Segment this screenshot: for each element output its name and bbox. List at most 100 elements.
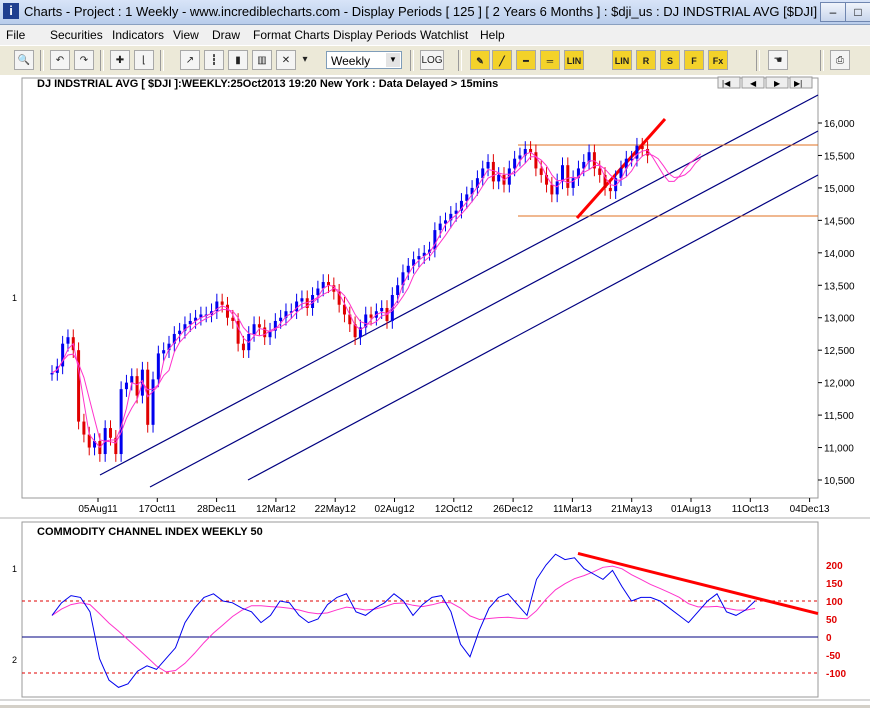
chevron-down-icon[interactable]: ▾ <box>302 54 308 65</box>
draw-pencil-icon[interactable]: ✎ <box>470 50 490 70</box>
price-candle-body <box>640 145 644 149</box>
price-chart-svg[interactable]: DJ INDSTRIAL AVG [ $DJI ]:WEEKLY:25Oct20… <box>0 75 870 705</box>
support-button[interactable]: S <box>660 50 680 70</box>
minimize-button[interactable]: – <box>820 2 846 22</box>
cci-trendline <box>577 552 819 616</box>
price-candle-body <box>396 285 400 296</box>
bracket-icon[interactable]: ⌊ <box>134 50 154 70</box>
chevron-down-icon[interactable]: ▼ <box>386 53 400 67</box>
nav-next-button[interactable]: ▶ <box>774 79 781 88</box>
price-candle-body <box>295 301 299 312</box>
price-candle-body <box>172 333 176 344</box>
price-candle-body <box>300 298 304 302</box>
log-scale-icon[interactable]: LOG <box>420 50 444 70</box>
trendline-icon[interactable]: ╱ <box>492 50 512 70</box>
menu-help[interactable]: Help <box>480 28 505 42</box>
price-candle-body <box>619 168 623 179</box>
price-candle-body <box>194 317 198 321</box>
date-tick-label: 02Aug12 <box>374 504 414 515</box>
nav-first-button[interactable]: |◀ <box>722 79 731 88</box>
cci-tick-label: 150 <box>826 579 843 590</box>
price-candle-body <box>119 389 123 455</box>
menu-display-periods[interactable]: Display Periods <box>333 28 417 42</box>
cci-line <box>51 553 756 688</box>
nav-last-button[interactable]: ▶| <box>794 79 802 88</box>
price-candle-body <box>257 324 261 328</box>
menu-securities[interactable]: Securities <box>50 28 103 42</box>
price-candle-body <box>470 187 474 195</box>
menu-file[interactable]: File <box>6 28 26 42</box>
menu-view[interactable]: View <box>173 28 199 42</box>
cci-tick-label: -50 <box>826 651 841 662</box>
redo-icon[interactable]: ↷ <box>74 50 94 70</box>
price-candle-body <box>380 307 384 312</box>
lin-channel-button[interactable]: LIN <box>612 50 632 70</box>
price-candle-body <box>369 314 373 318</box>
line-chart-icon[interactable]: ↗ <box>180 50 200 70</box>
date-tick-label: 11Mar13 <box>553 504 592 515</box>
price-tick-label: 11,500 <box>824 411 854 422</box>
menu-watchlist[interactable]: Watchlist <box>420 28 469 42</box>
date-tick-label: 17Oct11 <box>139 504 176 515</box>
menu-draw[interactable]: Draw <box>212 28 241 42</box>
price-candle-body <box>316 288 320 296</box>
menu-indicators[interactable]: Indicators <box>112 28 165 42</box>
fibonacci-ext-button[interactable]: Fx <box>708 50 728 70</box>
point-figure-icon[interactable]: ✕ <box>276 50 296 70</box>
crosshair-icon[interactable]: ✚ <box>110 50 130 70</box>
price-candle-body <box>603 174 607 188</box>
price-candle-body <box>151 379 155 425</box>
resistance-button[interactable]: R <box>636 50 656 70</box>
parallel-lines-icon[interactable]: ═ <box>540 50 560 70</box>
hand-icon[interactable]: ☚ <box>768 50 788 70</box>
volume-chart-icon[interactable]: ▥ <box>252 50 272 70</box>
nav-prev-button[interactable]: ◀ <box>750 79 757 88</box>
period-select[interactable]: Weekly ▼ <box>326 51 402 69</box>
price-candle-body <box>263 327 267 338</box>
price-candle-body <box>523 148 527 156</box>
price-candle-body <box>124 382 128 390</box>
title-bar: i Charts - Project : 1 Weekly - www.incr… <box>0 0 870 25</box>
price-ma-slow <box>51 152 702 444</box>
cci-tick-label: 200 <box>826 561 843 572</box>
toolbar: 🔍 ↶ ↷ ✚ ⌊ ↗ ┇ ▮ ▥ ✕ ▾ Weekly ▼ LOG ✎ ╱ ━… <box>0 45 870 76</box>
candlestick-icon[interactable]: ▮ <box>228 50 248 70</box>
chart-area[interactable]: DJ INDSTRIAL AVG [ $DJI ]:WEEKLY:25Oct20… <box>0 75 870 705</box>
price-candle-body <box>491 161 495 182</box>
price-tick-label: 11,000 <box>824 444 854 455</box>
price-candle-body <box>337 291 341 305</box>
price-candle-body <box>417 256 421 260</box>
price-tick-label: 15,500 <box>824 151 855 162</box>
price-candle-body <box>50 372 54 375</box>
price-candle-body <box>624 158 628 169</box>
price-candle-body <box>406 265 410 273</box>
lin-button[interactable]: LIN <box>564 50 584 70</box>
price-candle-body <box>279 317 283 321</box>
price-candle-body <box>135 376 139 396</box>
price-candle-body <box>167 343 171 351</box>
price-candle-body <box>156 353 160 380</box>
price-candle-body <box>555 181 559 195</box>
fibonacci-button[interactable]: F <box>684 50 704 70</box>
price-tick-label: 16,000 <box>824 119 855 130</box>
price-candle-body <box>231 317 235 321</box>
undo-icon[interactable]: ↶ <box>50 50 70 70</box>
date-tick-label: 01Aug13 <box>671 504 711 515</box>
price-candle-body <box>449 213 453 221</box>
zoom-icon[interactable]: 🔍 <box>14 50 34 70</box>
print-icon[interactable]: ⎙ <box>830 50 850 70</box>
bar-chart-icon[interactable]: ┇ <box>204 50 224 70</box>
price-candle-body <box>342 304 346 315</box>
chart-header: DJ INDSTRIAL AVG [ $DJI ]:WEEKLY:25Oct20… <box>37 78 498 90</box>
price-tick-label: 10,500 <box>824 476 855 487</box>
price-candle-body <box>188 320 192 325</box>
cci-signal-line <box>51 565 756 673</box>
price-candle-body <box>598 168 602 175</box>
price-candle-body <box>608 187 612 192</box>
menu-format-charts[interactable]: Format Charts <box>253 28 330 42</box>
price-candle-body <box>252 324 256 334</box>
date-tick-label: 05Aug11 <box>78 504 118 515</box>
horizontal-line-icon[interactable]: ━ <box>516 50 536 70</box>
date-tick-label: 21May13 <box>611 504 653 515</box>
maximize-button[interactable]: □ <box>845 2 870 22</box>
